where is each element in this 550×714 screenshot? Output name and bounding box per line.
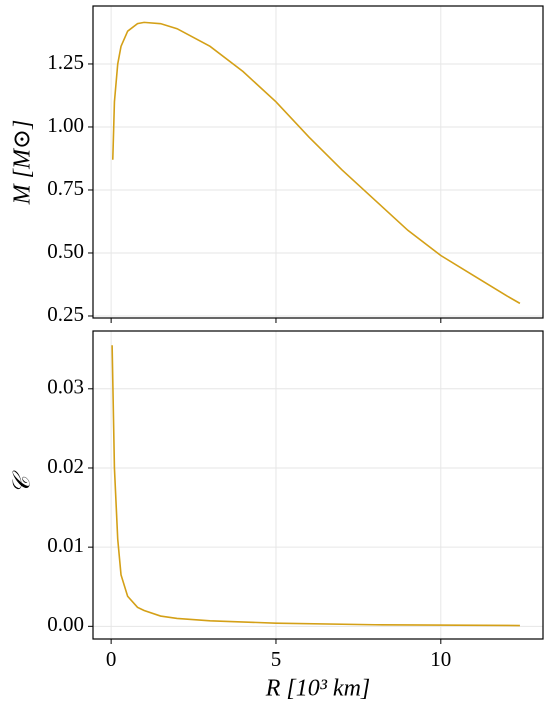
x-tick-label: 10 [430,647,451,671]
x-tick-label: 5 [271,647,282,671]
y-tick-label: 0.00 [47,612,84,636]
y-tick-label: 0.25 [47,302,84,326]
y-tick-label: 0.02 [47,454,84,478]
y-tick-label: 1.25 [47,50,84,74]
y-tick-label: 0.75 [47,176,84,200]
y-tick-label: 1.00 [47,113,84,137]
plot-frame [92,330,544,640]
x-tick-label: 0 [106,647,117,671]
plot-frame [92,5,544,319]
data-line [111,345,520,627]
x-axis-title: R [10³ km] [265,676,371,702]
y-tick-label: 0.50 [47,239,84,263]
y-tick-label: 0.01 [47,533,84,557]
data-line [111,21,521,305]
y-tick-label: 0.03 [47,375,84,399]
y-axis-title: M [M⊙] [10,120,36,206]
y-axis-title: 𝒞 [10,470,36,494]
